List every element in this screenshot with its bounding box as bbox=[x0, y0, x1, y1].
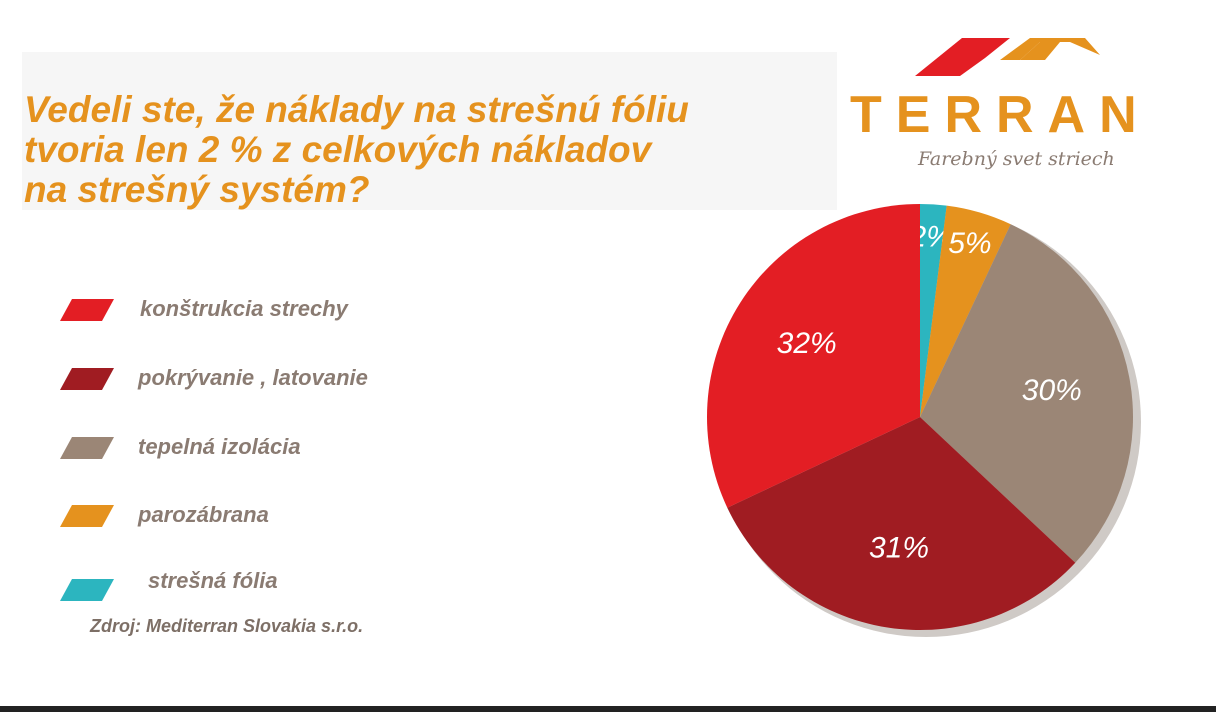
legend-swatch bbox=[60, 368, 114, 390]
logo-slogan: Farebný svet striech bbox=[918, 148, 1115, 170]
data-label: 30% bbox=[1022, 374, 1082, 407]
pie-slice bbox=[920, 204, 947, 417]
data-label: 5% bbox=[948, 227, 991, 260]
chart-title: Vedeli ste, že náklady na strešnú fóliu … bbox=[24, 89, 689, 210]
bottom-bar bbox=[0, 706, 1216, 712]
title-background bbox=[22, 52, 837, 210]
logo-name: TERRAN bbox=[850, 86, 1151, 144]
legend-label: parozábrana bbox=[137, 502, 269, 527]
legend-label: konštrukcia strechy bbox=[140, 296, 350, 321]
pie-slice bbox=[920, 224, 1133, 563]
logo-roof bbox=[915, 38, 1010, 76]
data-label: 32% bbox=[777, 327, 837, 360]
legend-label: pokrývanie , latovanie bbox=[137, 365, 368, 390]
data-label: 31% bbox=[869, 531, 929, 564]
legend-swatch bbox=[60, 579, 114, 601]
pie-slice bbox=[706, 204, 920, 508]
legend-swatch bbox=[60, 505, 114, 527]
logo-roof bbox=[1000, 38, 1100, 60]
legend-swatch bbox=[60, 437, 114, 459]
pie-slice bbox=[920, 205, 1011, 417]
source: Zdroj: Mediterran Slovakia s.r.o. bbox=[90, 616, 364, 636]
pie-slice bbox=[727, 417, 1076, 630]
legend-swatch bbox=[60, 299, 114, 321]
legend-label: strešná fólia bbox=[148, 568, 278, 593]
logo-roof bbox=[1020, 42, 1060, 60]
legend-label: tepelná izolácia bbox=[138, 434, 301, 459]
